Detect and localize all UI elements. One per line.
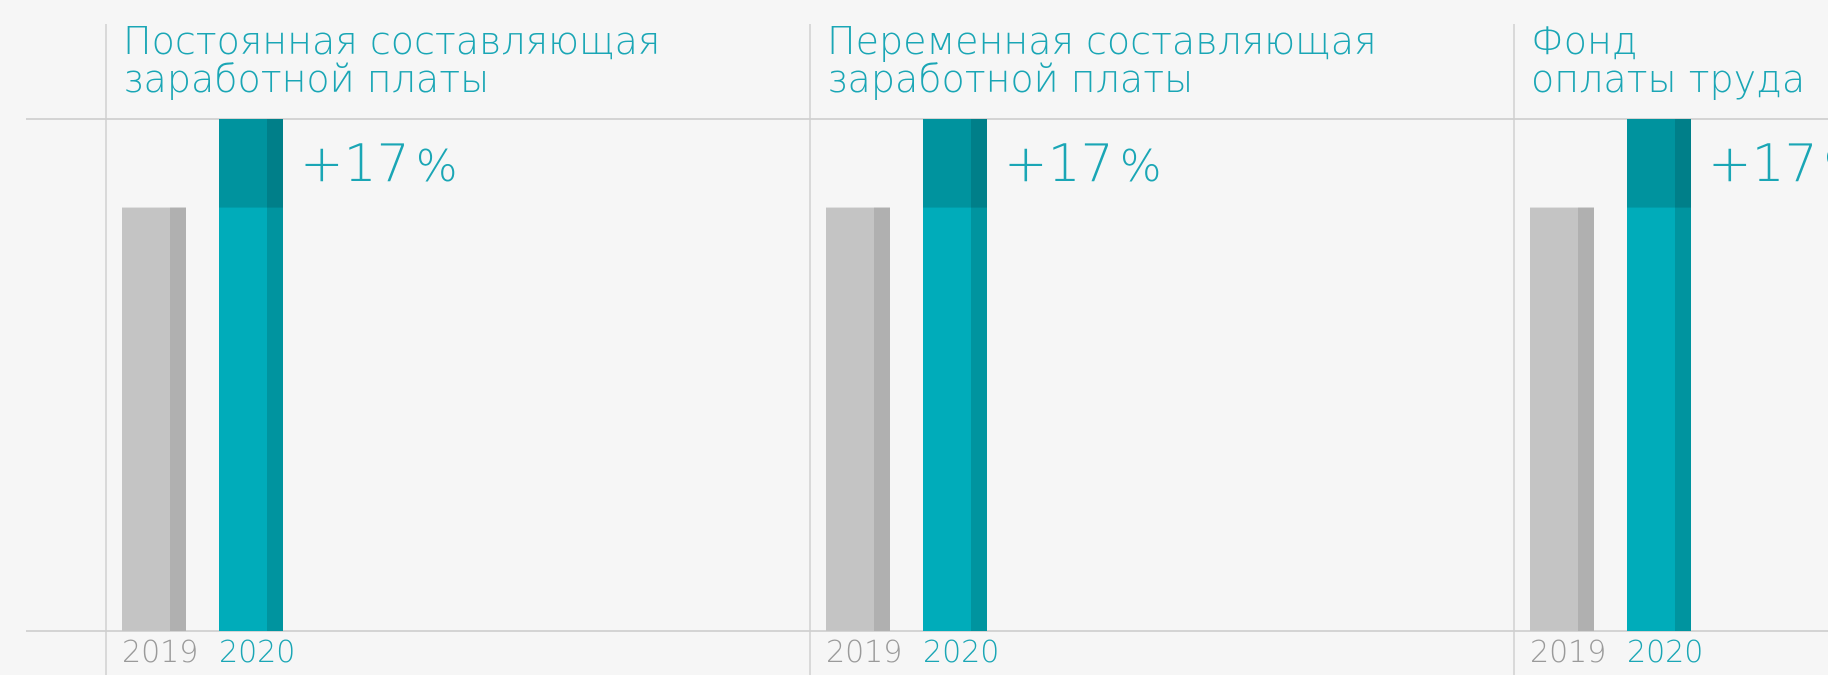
bar-shade (874, 207, 890, 632)
chart-title: оплаты труда (1531, 57, 1805, 101)
x-tick-label: 2020 (923, 635, 999, 670)
chart-title: заработной платы (827, 57, 1193, 101)
chart-title: заработной платы (123, 57, 489, 101)
x-tick-label: 2019 (1530, 635, 1606, 670)
bar-increment-shade (267, 119, 283, 208)
x-tick-label: 2020 (219, 635, 295, 670)
chart-title: Постоянная составляющая (123, 19, 660, 63)
bar-shade (1578, 207, 1594, 632)
annotation: +17% (1004, 134, 1162, 194)
annotation-unit: % (1120, 141, 1162, 192)
bar-increment-shade (1675, 119, 1691, 208)
bar-shade (267, 119, 283, 631)
annotation-value: +17 (1708, 134, 1818, 194)
bar-shade (170, 207, 186, 632)
annotation-value: +17 (300, 134, 410, 194)
bar-shade (1675, 119, 1691, 631)
bar-shade (971, 119, 987, 631)
x-tick-label: 2019 (122, 635, 198, 670)
x-tick-label: 2019 (826, 635, 902, 670)
annotation: +17% (300, 134, 458, 194)
x-tick-label: 2020 (1627, 635, 1703, 670)
annotation-value: +17 (1004, 134, 1114, 194)
chart-title: Переменная составляющая (827, 19, 1377, 63)
annotation: +17% (1708, 134, 1828, 194)
bar-increment-shade (971, 119, 987, 208)
chart-title: Фонд (1531, 19, 1638, 63)
annotation-unit: % (1824, 141, 1828, 192)
annotation-unit: % (416, 141, 458, 192)
